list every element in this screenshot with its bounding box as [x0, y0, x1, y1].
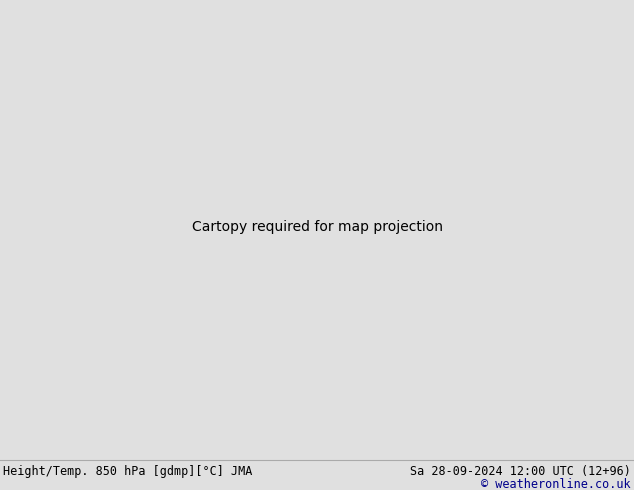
Text: Height/Temp. 850 hPa [gdmp][°C] JMA: Height/Temp. 850 hPa [gdmp][°C] JMA [3, 465, 252, 478]
Text: © weatheronline.co.uk: © weatheronline.co.uk [481, 478, 631, 490]
Text: Sa 28-09-2024 12:00 UTC (12+96): Sa 28-09-2024 12:00 UTC (12+96) [410, 465, 631, 478]
Text: Cartopy required for map projection: Cartopy required for map projection [191, 220, 443, 234]
